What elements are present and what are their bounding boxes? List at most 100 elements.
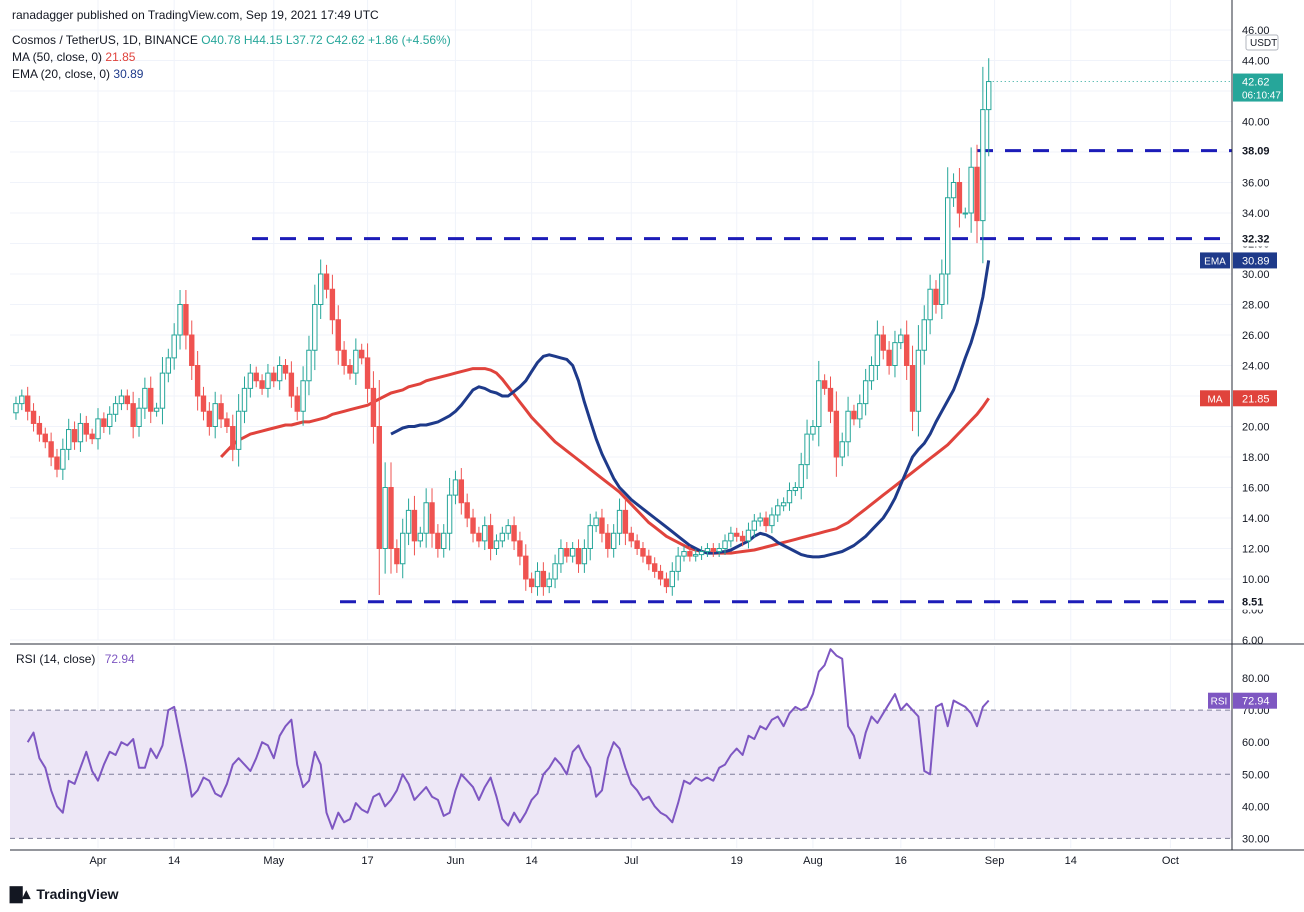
candle-body xyxy=(312,304,318,351)
rsi-name-label: RSI xyxy=(1211,697,1228,708)
candle-body xyxy=(734,532,740,537)
candle-body xyxy=(564,548,570,557)
candle-body xyxy=(980,109,986,222)
candle-body xyxy=(634,540,640,549)
price-tick-label: 6.00 xyxy=(1242,635,1263,647)
price-tick-label: 36.00 xyxy=(1242,178,1270,190)
level-tag-label: 32.32 xyxy=(1242,234,1270,246)
candle-body xyxy=(839,441,845,458)
candle-body xyxy=(446,494,453,534)
candle-body xyxy=(851,410,857,420)
candle-body xyxy=(616,509,623,534)
candle-body xyxy=(60,448,66,470)
indicator-name-tag xyxy=(1200,252,1230,269)
candle-body xyxy=(171,334,177,359)
candle-body xyxy=(54,456,60,470)
candle-body xyxy=(124,395,130,405)
moving-averages xyxy=(220,260,991,559)
candle-body xyxy=(710,548,716,553)
symbol-label[interactable]: Cosmos / TetherUS, 1D, BINANCE xyxy=(12,33,198,47)
candle-body xyxy=(265,372,271,389)
candle-body xyxy=(575,548,582,565)
candle-body xyxy=(845,410,851,443)
indicator-value-tag xyxy=(1233,390,1277,407)
rsi-value-tag xyxy=(1233,692,1277,709)
candle-body xyxy=(382,487,388,549)
candle-body xyxy=(657,570,664,580)
candle-body xyxy=(241,387,248,412)
candle-body xyxy=(558,548,564,565)
last-price-tag xyxy=(1233,73,1283,102)
indicator-value-label: 30.89 xyxy=(1242,255,1270,267)
candle-body xyxy=(745,529,752,542)
ma-legend[interactable]: MA (50, close, 0) 21.85 xyxy=(12,49,451,66)
candle-body xyxy=(540,570,547,588)
candle-body xyxy=(130,403,136,427)
candle-body xyxy=(534,570,541,588)
candle-body xyxy=(153,407,160,412)
level-tag-bg xyxy=(1233,593,1277,610)
candle-body xyxy=(19,395,25,405)
candle-body xyxy=(306,349,312,382)
candle-body xyxy=(880,334,886,351)
candle-body xyxy=(24,395,31,412)
candle-body xyxy=(394,548,400,565)
candle-body xyxy=(71,429,78,443)
candle-body xyxy=(569,548,576,557)
rsi-legend[interactable]: RSI (14, close) 72.94 xyxy=(16,652,135,666)
candle-body xyxy=(224,418,230,427)
ema-legend[interactable]: EMA (20, close, 0) 30.89 xyxy=(12,66,451,83)
tradingview-footer[interactable]: ▇▴ TradingView xyxy=(10,884,119,904)
candle-body xyxy=(622,509,629,534)
candle-body xyxy=(482,525,488,542)
rsi-tick-label: 40.00 xyxy=(1242,801,1270,813)
candle-body xyxy=(194,365,201,397)
candle-body xyxy=(528,578,535,588)
price-tick-label: 28.00 xyxy=(1242,300,1270,312)
rsi-tick-label: 30.00 xyxy=(1242,833,1270,845)
candle-body xyxy=(253,372,259,382)
candle-body xyxy=(757,517,763,522)
candle-body xyxy=(458,479,465,504)
currency-box xyxy=(1245,34,1279,51)
tradingview-logo-icon: ▇▴ xyxy=(10,886,31,903)
candle-body xyxy=(892,342,898,366)
publisher-line: ranadagger published on TradingView.com,… xyxy=(12,8,379,22)
candle-body xyxy=(927,288,933,321)
rsi-value: 72.94 xyxy=(104,652,135,666)
candle-body xyxy=(903,334,910,366)
candle-body xyxy=(956,182,963,214)
candle-body xyxy=(640,548,646,557)
ohlc-values: O40.78 H44.15 L37.72 C42.62 +1.86 (+4.56… xyxy=(201,33,451,47)
candle-body xyxy=(165,357,172,374)
candle-body xyxy=(868,365,875,382)
candle-body xyxy=(177,304,183,336)
candle-body xyxy=(487,525,494,549)
price-tick-label: 46.00 xyxy=(1242,25,1270,37)
candle-body xyxy=(610,532,617,549)
ema-value: 30.89 xyxy=(113,67,144,81)
candle-body xyxy=(107,413,113,427)
price-tick-label: 18.00 xyxy=(1242,452,1270,464)
candle-body xyxy=(751,520,758,531)
candle-body xyxy=(587,525,593,549)
candle-body xyxy=(329,288,336,321)
ema-label: EMA (20, close, 0) xyxy=(12,67,111,81)
candle-body xyxy=(400,532,406,565)
price-tick-label: 40.00 xyxy=(1242,117,1270,129)
candle-body xyxy=(259,380,265,389)
candle-body xyxy=(652,563,658,572)
chart-legend: Cosmos / TetherUS, 1D, BINANCE O40.78 H4… xyxy=(12,32,451,83)
time-tick-label: Aug xyxy=(803,855,823,867)
candle-body xyxy=(470,517,476,534)
price-tick-label: 34.00 xyxy=(1242,208,1270,220)
candle-body xyxy=(42,433,48,443)
ma-label: MA (50, close, 0) xyxy=(12,50,103,64)
candle-body xyxy=(441,532,447,549)
candle-body xyxy=(136,407,142,428)
candle-body xyxy=(804,433,810,466)
candle-body xyxy=(945,197,951,275)
time-tick-label: Oct xyxy=(1162,855,1179,867)
brand-label: TradingView xyxy=(36,886,119,902)
candle-body xyxy=(821,380,828,389)
